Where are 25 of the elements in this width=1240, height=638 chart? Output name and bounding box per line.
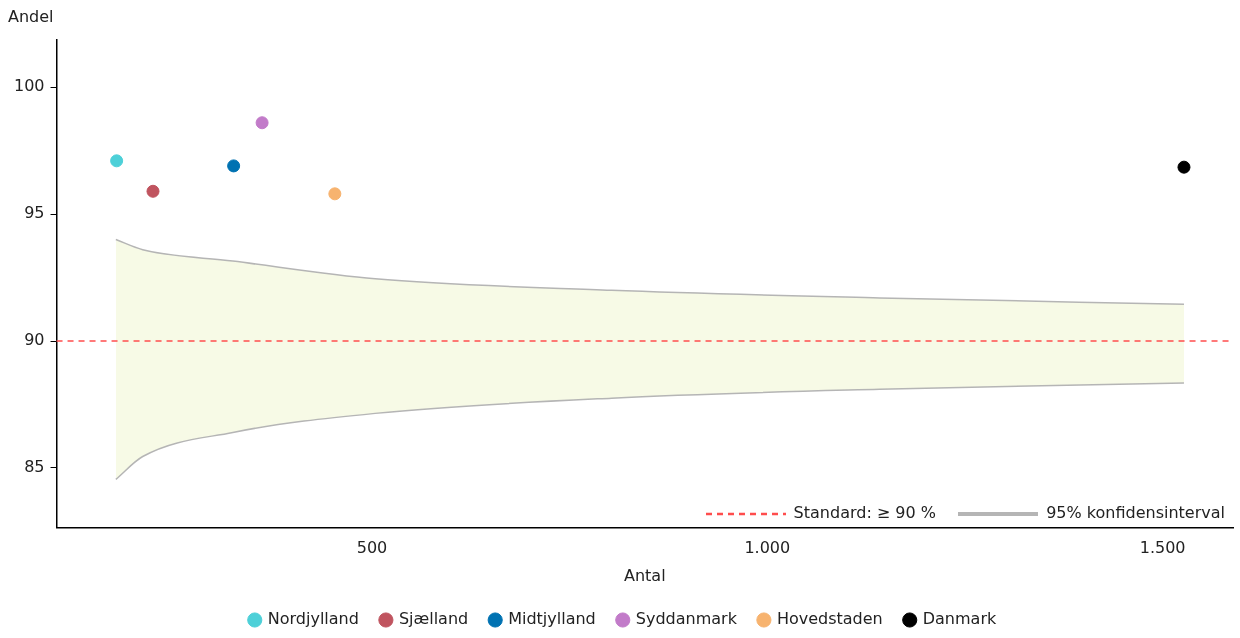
point (227, 159, 241, 173)
point (110, 154, 124, 168)
x-tick-label: 500 (356, 538, 388, 558)
legend-label: Nordjylland (267, 609, 359, 629)
legend-label: Danmark (922, 609, 997, 629)
y-tick-label: 100 (13, 76, 45, 96)
line-series (115, 238, 1185, 305)
x-axis-title: Antal (623, 565, 666, 585)
x-tick-label: 1.500 (1139, 538, 1186, 558)
y-tick-label: 95 (24, 203, 45, 223)
legend-label: Syddanmark (635, 609, 738, 629)
point (146, 184, 160, 198)
y-axis-title: Andel (8, 7, 54, 27)
point (255, 116, 269, 130)
x-tick-label: 1.000 (744, 538, 791, 558)
point (328, 187, 342, 201)
legend-label: Sjælland (398, 609, 469, 629)
y-tick-label: 90 (24, 330, 45, 350)
legend-label: Midtjylland (508, 609, 596, 629)
line-series (115, 382, 1185, 481)
legend-label: 95% konfidensinterval (1046, 503, 1225, 523)
legend-label: Standard: ≥ 90 % (793, 503, 936, 523)
point (1177, 160, 1191, 174)
y-tick-label: 85 (24, 457, 45, 477)
legend-label: Hovedstaden (776, 609, 883, 629)
